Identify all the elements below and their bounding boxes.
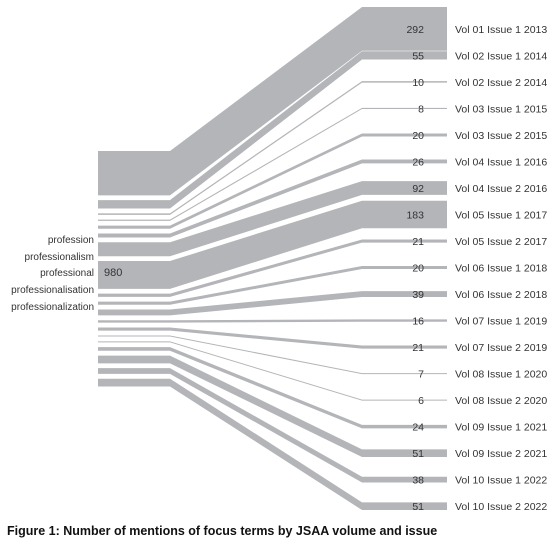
flow-value-label: 51 [412, 448, 424, 460]
flow-value-label: 8 [418, 103, 424, 115]
flow-value-label: 20 [412, 130, 424, 142]
term-label-profession: profession [47, 235, 94, 246]
target-node-label: Vol 04 Issue 1 2016 [455, 156, 547, 168]
flow-value-label: 24 [412, 422, 424, 434]
target-node-label: Vol 08 Issue 2 2020 [455, 395, 547, 407]
flow-band [98, 7, 447, 196]
flow-value-label: 21 [412, 342, 424, 354]
flow-band [98, 266, 447, 305]
flow-value-label: 10 [412, 77, 424, 89]
flow-value-label: 55 [412, 50, 424, 62]
flow-value-label: 292 [406, 24, 424, 36]
flow-value-label: 6 [418, 395, 424, 407]
target-node-label: Vol 06 Issue 2 2018 [455, 289, 547, 301]
target-node-label: Vol 03 Issue 2 2015 [455, 130, 547, 142]
flow-value-label: 7 [418, 369, 424, 381]
flow-band [98, 291, 447, 316]
flow-value-label: 183 [406, 210, 424, 222]
flow-value-label: 92 [412, 183, 424, 195]
total-count-label: 980 [104, 267, 123, 279]
flow-band [98, 327, 447, 349]
target-node-label: Vol 03 Issue 1 2015 [455, 103, 547, 115]
flow-value-label: 26 [412, 156, 424, 168]
target-node-label: Vol 05 Issue 2 2017 [455, 236, 547, 248]
term-label-professionalisation: professionalisation [11, 285, 94, 296]
target-node-label: Vol 04 Issue 2 2016 [455, 183, 547, 195]
target-node-label: Vol 05 Issue 1 2017 [455, 210, 547, 222]
target-node-label: Vol 08 Issue 1 2020 [455, 369, 547, 381]
target-node-label: Vol 01 Issue 1 2013 [455, 24, 547, 36]
target-node-label: Vol 09 Issue 1 2021 [455, 422, 547, 434]
term-label-professionalization: professionalization [11, 302, 94, 313]
flow-value-label: 20 [412, 263, 424, 275]
target-node-label: Vol 07 Issue 1 2019 [455, 316, 547, 328]
flow-band [98, 355, 447, 457]
target-node-label: Vol 02 Issue 1 2014 [455, 50, 547, 62]
flow-value-label: 21 [412, 236, 424, 248]
flow-value-label: 38 [412, 475, 424, 487]
flow-value-label: 39 [412, 289, 424, 301]
flow-band [98, 200, 447, 289]
target-node-label: Vol 07 Issue 2 2019 [455, 342, 547, 354]
term-label-professional: professional [40, 268, 94, 279]
target-node-label: Vol 10 Issue 1 2022 [455, 475, 547, 487]
flow-band [98, 319, 447, 323]
target-node-label: Vol 06 Issue 1 2018 [455, 263, 547, 275]
flow-value-label: 16 [412, 316, 424, 328]
flow-band [98, 378, 447, 510]
target-node-label: Vol 09 Issue 2 2021 [455, 448, 547, 460]
flow-band [98, 181, 447, 257]
target-node-label: Vol 10 Issue 2 2022 [455, 501, 547, 513]
figure-caption: Figure 1: Number of mentions of focus te… [7, 524, 438, 538]
flow-value-label: 51 [412, 501, 424, 513]
target-node-label: Vol 02 Issue 2 2014 [455, 77, 547, 89]
term-label-professionalism: professionalism [24, 252, 94, 263]
